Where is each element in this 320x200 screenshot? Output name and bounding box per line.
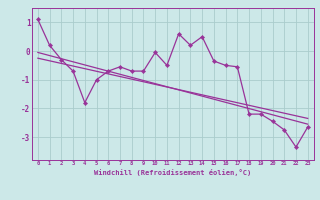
X-axis label: Windchill (Refroidissement éolien,°C): Windchill (Refroidissement éolien,°C)	[94, 169, 252, 176]
